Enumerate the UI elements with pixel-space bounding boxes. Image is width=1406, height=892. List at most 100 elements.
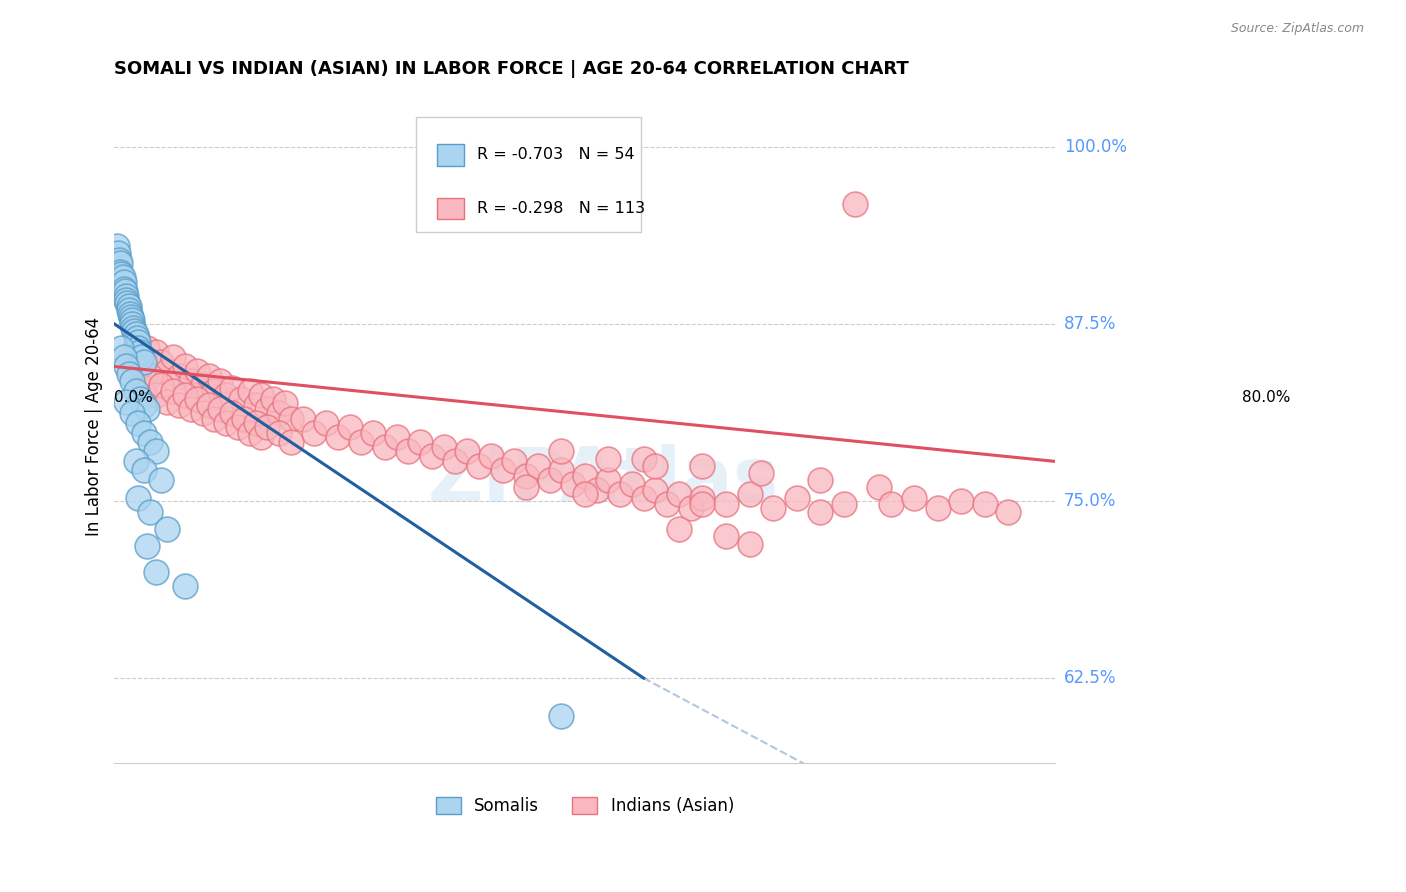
Point <box>644 458 666 473</box>
Point <box>156 522 179 536</box>
Point <box>150 378 173 392</box>
Point <box>197 398 219 412</box>
Point <box>107 246 129 260</box>
Point <box>121 406 143 420</box>
Point <box>692 497 714 511</box>
Point <box>132 426 155 441</box>
Point <box>326 430 349 444</box>
Point <box>132 381 155 395</box>
Point <box>633 451 655 466</box>
Point <box>120 310 142 324</box>
Point <box>117 367 139 381</box>
Point <box>145 388 167 402</box>
Point <box>562 477 585 491</box>
Point <box>262 392 284 406</box>
Point <box>491 463 513 477</box>
Point <box>644 483 666 497</box>
Point <box>250 388 273 402</box>
Point <box>231 392 253 406</box>
Point <box>132 355 155 369</box>
Point <box>786 491 808 506</box>
Point <box>114 285 136 299</box>
Point <box>361 426 384 441</box>
Point <box>110 264 132 278</box>
Point <box>197 369 219 384</box>
Point <box>444 454 467 468</box>
Point <box>215 416 238 430</box>
Point <box>215 388 238 402</box>
Point <box>136 341 159 355</box>
Point <box>129 345 152 359</box>
Point <box>124 454 146 468</box>
Point <box>110 341 132 355</box>
Point <box>550 709 572 723</box>
Text: 87.5%: 87.5% <box>1064 315 1116 333</box>
Point <box>129 392 152 406</box>
Point <box>274 396 297 410</box>
Point <box>112 350 135 364</box>
Point <box>245 416 267 430</box>
Point <box>232 412 254 426</box>
Text: SOMALI VS INDIAN (ASIAN) IN LABOR FORCE | AGE 20-64 CORRELATION CHART: SOMALI VS INDIAN (ASIAN) IN LABOR FORCE … <box>114 60 910 78</box>
Point <box>808 473 831 487</box>
Point <box>209 402 232 417</box>
Point <box>141 367 163 381</box>
Text: Source: ZipAtlas.com: Source: ZipAtlas.com <box>1230 22 1364 36</box>
Point <box>112 282 135 296</box>
Point <box>409 434 432 449</box>
Point <box>456 444 478 458</box>
FancyBboxPatch shape <box>416 117 641 232</box>
Point <box>156 364 179 378</box>
Point <box>124 335 146 350</box>
Point <box>291 412 314 426</box>
Point <box>221 406 243 420</box>
Point <box>180 374 202 388</box>
FancyBboxPatch shape <box>437 198 464 219</box>
Point <box>127 341 149 355</box>
Point <box>180 402 202 417</box>
Point <box>132 463 155 477</box>
Point <box>191 378 214 392</box>
Point <box>226 420 249 434</box>
Point <box>433 440 456 454</box>
Point <box>162 350 184 364</box>
Point <box>150 355 173 369</box>
Point <box>267 426 290 441</box>
Point <box>186 392 208 406</box>
Point <box>598 473 620 487</box>
Point <box>633 491 655 506</box>
Legend: Somalis, Indians (Asian): Somalis, Indians (Asian) <box>429 790 741 822</box>
Point <box>136 540 159 554</box>
Point <box>692 458 714 473</box>
Point <box>374 440 396 454</box>
Text: R = -0.298   N = 113: R = -0.298 N = 113 <box>477 202 645 216</box>
Point <box>239 384 262 398</box>
Point <box>550 463 572 477</box>
Text: 0.0%: 0.0% <box>114 390 153 405</box>
Point <box>162 384 184 398</box>
Point <box>115 288 138 302</box>
Y-axis label: In Labor Force | Age 20-64: In Labor Force | Age 20-64 <box>86 318 103 536</box>
Point <box>121 317 143 331</box>
Point <box>138 369 160 384</box>
Point <box>515 468 537 483</box>
Point <box>714 529 737 543</box>
Point <box>714 497 737 511</box>
Point <box>127 416 149 430</box>
Point <box>110 268 132 282</box>
Point <box>315 416 337 430</box>
Point <box>609 487 631 501</box>
Point <box>145 565 167 579</box>
Point <box>122 321 145 335</box>
Point <box>679 501 702 516</box>
Point <box>186 364 208 378</box>
Point <box>973 497 995 511</box>
Point <box>515 480 537 494</box>
Point <box>245 398 267 412</box>
Point <box>280 412 302 426</box>
Point <box>117 352 139 367</box>
Point <box>167 398 190 412</box>
Point <box>124 324 146 338</box>
Point <box>879 497 901 511</box>
Point <box>762 501 785 516</box>
